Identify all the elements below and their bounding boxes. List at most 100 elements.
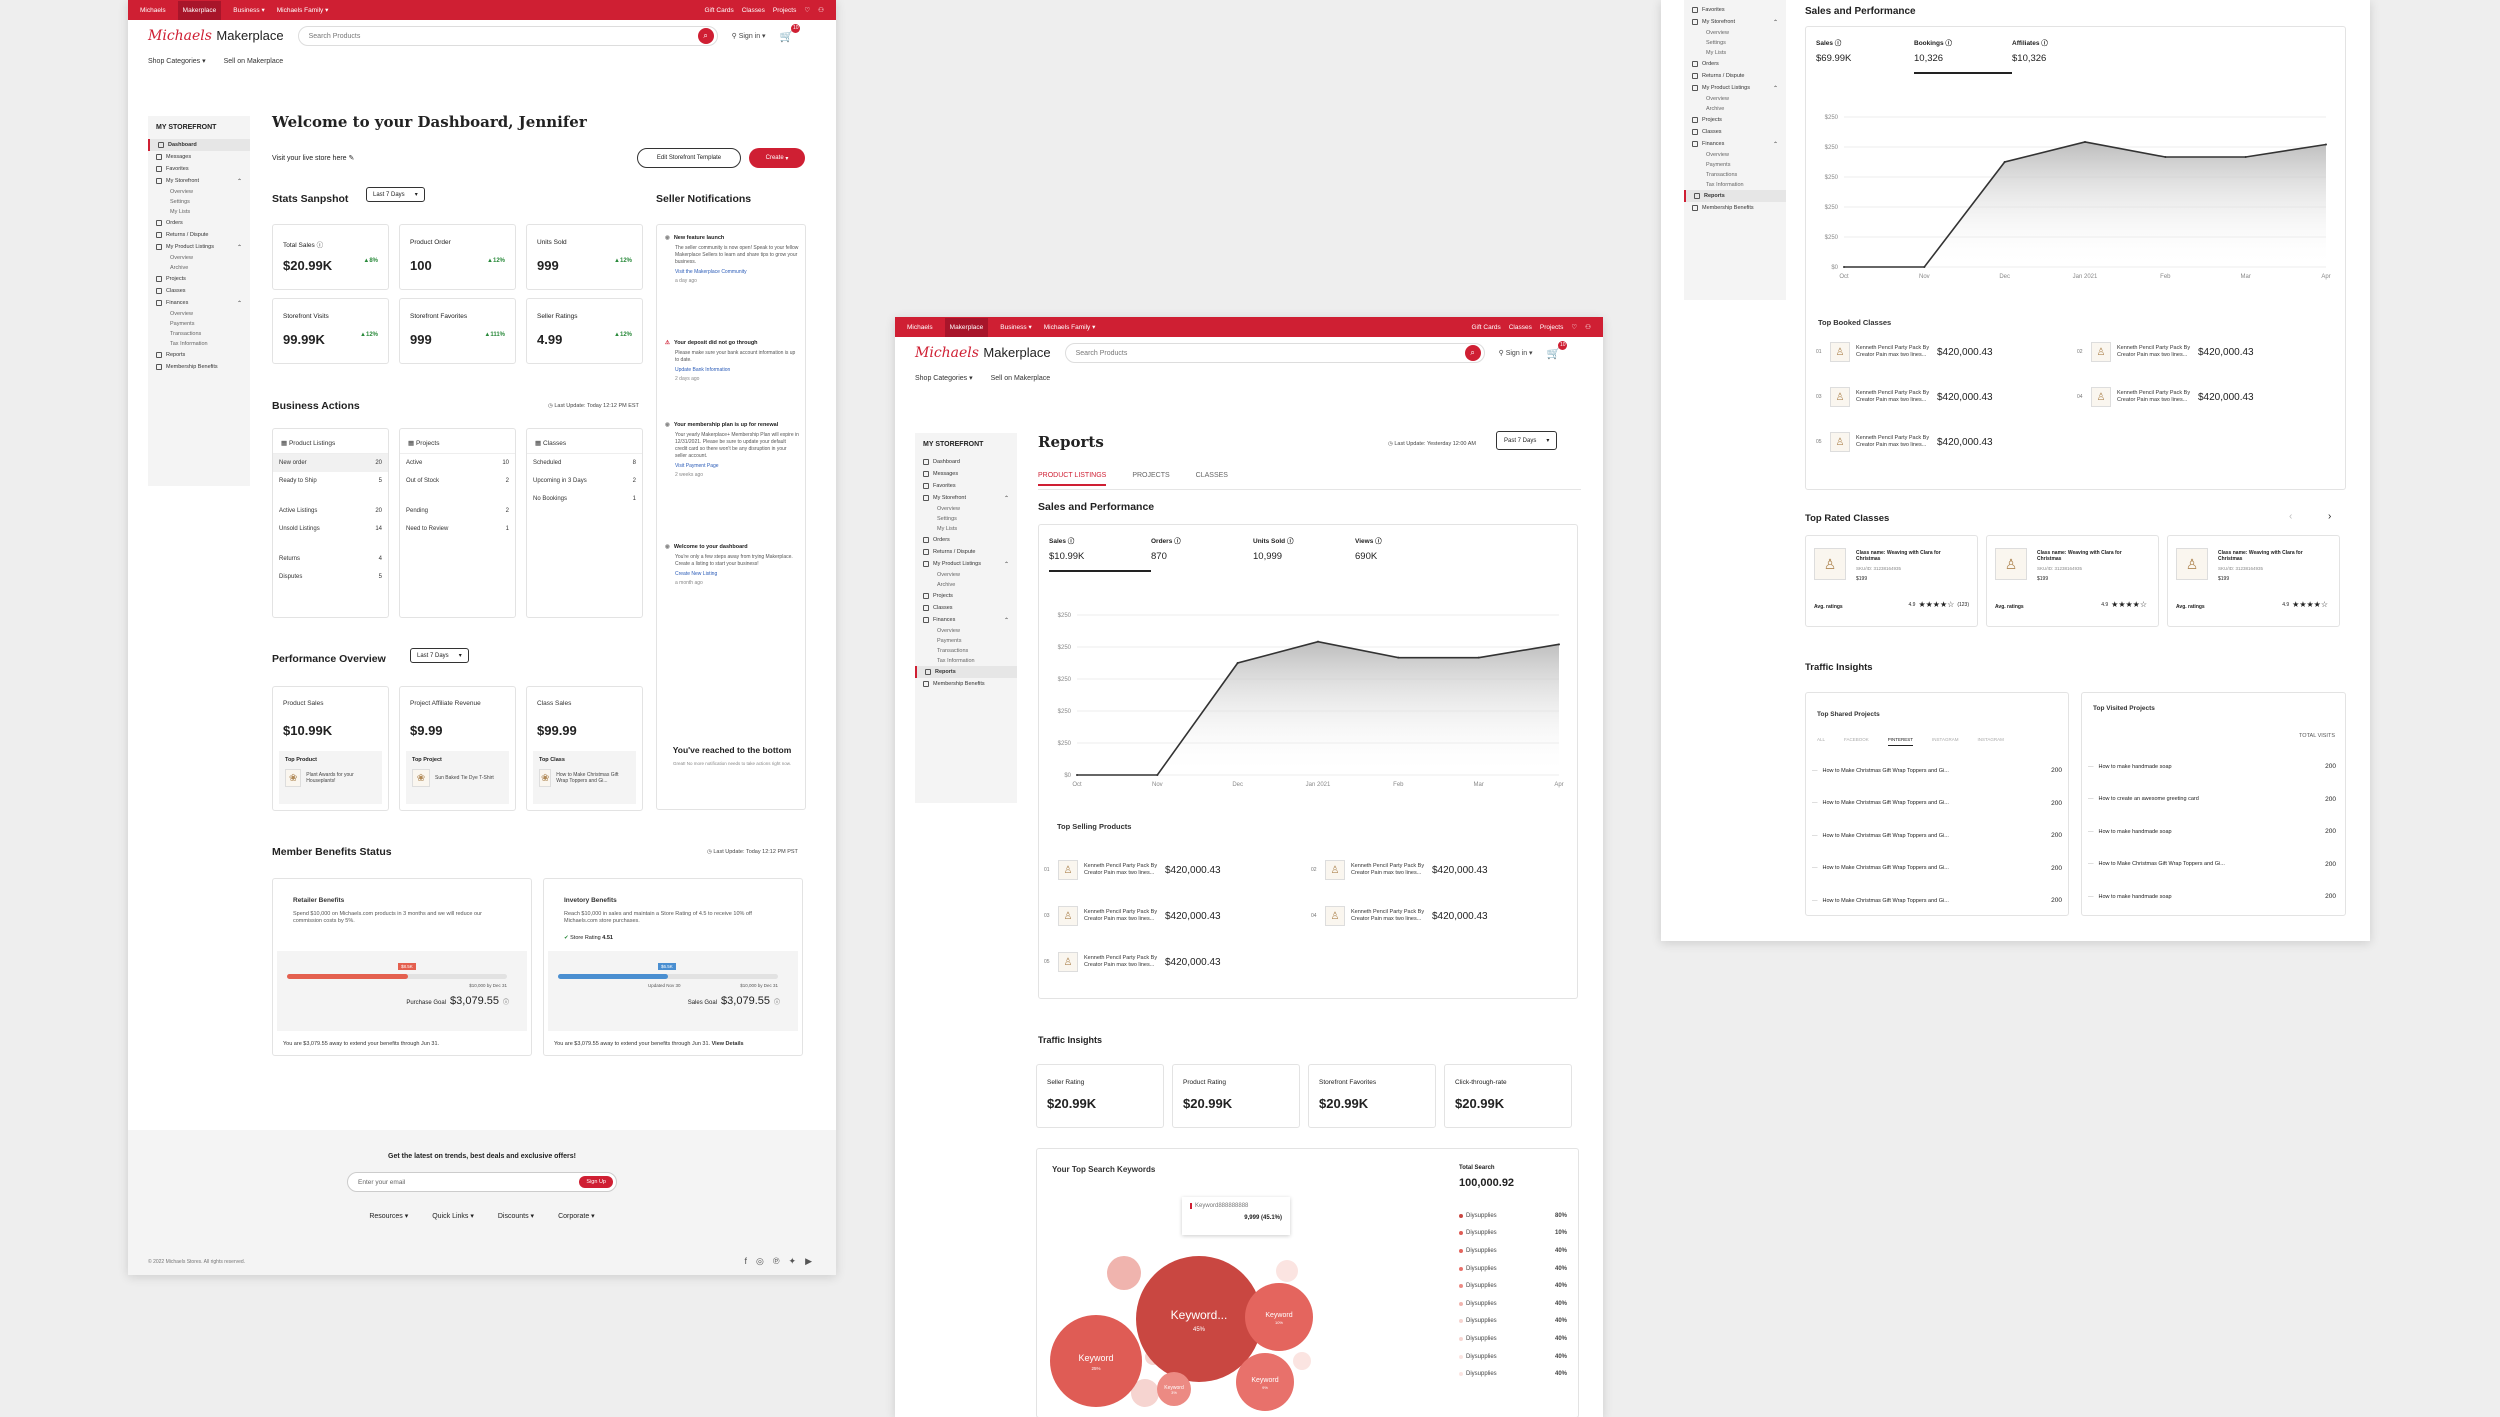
product-row[interactable]: 02 ♙ Kenneth Pencil Party Pack By Creator …	[1311, 860, 1488, 880]
notification-link[interactable]: Update Bank Information	[675, 367, 731, 373]
nav-michaels-family[interactable]: Michaels Family ▾	[276, 7, 329, 14]
keyword-list-item[interactable]: Diysupplies 40%	[1459, 1260, 1567, 1278]
metric-tab[interactable]: Units Sold ⓘ 10,999	[1253, 538, 1294, 562]
notification-item[interactable]: ◉ Welcome to your dashboard You're only a…	[665, 544, 799, 586]
visited-project-row[interactable]: — How to create an awesome greeting card 2…	[2088, 795, 2336, 803]
sign-in-button[interactable]: ⚲ Sign in ▾	[731, 33, 766, 40]
shared-tab-all[interactable]: ALL	[1817, 737, 1826, 742]
keyword-bubble-minor[interactable]	[1131, 1379, 1159, 1407]
data-point[interactable]	[2325, 143, 2327, 146]
nav-classes[interactable]: Classes	[741, 6, 765, 14]
business-action-row[interactable]: Scheduled 8	[533, 460, 636, 466]
business-action-row[interactable]: New order 20	[273, 454, 388, 472]
sidebar-item-returns-dispute[interactable]: Returns / Dispute	[1684, 70, 1786, 82]
facebook-icon[interactable]: f	[744, 1256, 748, 1266]
stat-card[interactable]: Storefront Favorites 999 ▲111%	[399, 298, 516, 364]
create-button[interactable]: Create ▾	[749, 148, 805, 168]
chevron-up-icon[interactable]: ⌃	[1772, 141, 1778, 148]
data-point[interactable]	[1843, 266, 1845, 268]
sidebar-item-reports[interactable]: Reports	[148, 349, 250, 361]
notification-item[interactable]: ◉ Your membership plan is up for renewal …	[665, 422, 799, 478]
data-point[interactable]	[2084, 141, 2086, 143]
business-action-row[interactable]: Returns 4	[279, 556, 382, 562]
makerplace-logo[interactable]: Michaels Makerplace	[915, 345, 1051, 361]
sidebar-item-my-storefront[interactable]: My Storefront ⌃	[915, 492, 1017, 504]
keyword-list-item[interactable]: Diysupplies 40%	[1459, 1348, 1567, 1366]
nav-gift-cards[interactable]: Gift Cards	[704, 6, 734, 14]
metric-tab[interactable]: Orders ⓘ 870	[1151, 538, 1181, 562]
product-row[interactable]: 01 ♙ Kenneth Pencil Party Pack By Creator …	[1044, 860, 1221, 880]
search-icon[interactable]: ⌕	[1464, 345, 1481, 361]
performance-range-dropdown[interactable]: Last 7 Days ▾	[410, 648, 469, 663]
sidebar-item-archive[interactable]: Archive	[1684, 104, 1786, 114]
pinterest-icon[interactable]: ℗	[772, 1256, 780, 1266]
keyword-bubble[interactable]	[1157, 1372, 1191, 1406]
chevron-up-icon[interactable]: ⌃	[236, 300, 242, 307]
keyword-list-item[interactable]: Diysupplies 40%	[1459, 1365, 1567, 1383]
notification-link[interactable]: Create New Listing	[675, 571, 718, 577]
newsletter-email-input[interactable]: Enter your email Sign Up	[347, 1172, 617, 1192]
class-row[interactable]: 04 ♙ Kenneth Pencil Party Pack By Creator …	[2077, 387, 2254, 407]
sidebar-item-my-product-listings[interactable]: My Product Listings ⌃	[915, 558, 1017, 570]
shop-categories-menu[interactable]: Shop Categories ▾	[915, 375, 973, 382]
sidebar-item-settings[interactable]: Settings	[915, 514, 1017, 524]
search-icon[interactable]: ⌕	[697, 28, 714, 44]
sidebar-item-tax-information[interactable]: Tax Information	[915, 656, 1017, 666]
sidebar-item-my-product-listings[interactable]: My Product Listings ⌃	[148, 241, 250, 253]
keyword-list-item[interactable]: Diysupplies 10%	[1459, 1225, 1567, 1243]
chevron-up-icon[interactable]: ⌃	[1003, 561, 1009, 568]
shared-project-row[interactable]: — How to Make Christmas Gift Wrap Toppers…	[1812, 799, 2062, 807]
sidebar-item-settings[interactable]: Settings	[1684, 38, 1786, 48]
performance-card[interactable]: Class Sales $99.99 Top Class ❀ How to Mak…	[526, 686, 643, 811]
keyword-list-item[interactable]: Diysupplies 40%	[1459, 1313, 1567, 1331]
data-point[interactable]	[1558, 643, 1560, 646]
sidebar-item-finances[interactable]: Finances ⌃	[148, 297, 250, 309]
chevron-up-icon[interactable]: ⌃	[1003, 617, 1009, 624]
sign-up-button[interactable]: Sign Up	[579, 1176, 613, 1188]
sidebar-item-projects[interactable]: Projects	[148, 273, 250, 285]
sidebar-item-projects[interactable]: Projects	[1684, 114, 1786, 126]
business-action-row[interactable]: Need to Review 1	[406, 526, 509, 532]
user-icon[interactable]: ⚇	[818, 7, 824, 14]
product-row[interactable]: 03 ♙ Kenneth Pencil Party Pack By Creator …	[1044, 906, 1221, 926]
keyword-bubble[interactable]	[1236, 1353, 1294, 1411]
business-action-row[interactable]: Ready to Ship 5	[279, 478, 382, 484]
search-input[interactable]: Search Products ⌕	[1064, 343, 1485, 363]
search-input[interactable]: Search Products ⌕	[297, 26, 718, 46]
visited-project-row[interactable]: — How to make handmade soap 200	[2088, 893, 2336, 900]
keyword-list-item[interactable]: Diysupplies 40%	[1459, 1277, 1567, 1295]
sidebar-item-payments[interactable]: Payments	[915, 636, 1017, 646]
cart-icon[interactable]: 🛒 10	[1546, 340, 1568, 360]
keyword-bubble-minor[interactable]	[1107, 1256, 1141, 1290]
sidebar-item-returns-dispute[interactable]: Returns / Dispute	[148, 229, 250, 241]
sidebar-item-my-lists[interactable]: My Lists	[1684, 48, 1786, 58]
keyword-list-item[interactable]: Diysupplies 80%	[1459, 1207, 1567, 1225]
sidebar-item-orders[interactable]: Orders	[1684, 58, 1786, 70]
sidebar-item-overview[interactable]: Overview	[148, 309, 250, 319]
rated-class-card[interactable]: ♙ Class name: Weaving with Clara for Chr…	[1986, 535, 2159, 627]
sidebar-item-returns-dispute[interactable]: Returns / Dispute	[915, 546, 1017, 558]
stat-card[interactable]: Product Order 100 ▲12%	[399, 224, 516, 290]
keyword-list-item[interactable]: Diysupplies 40%	[1459, 1295, 1567, 1313]
sidebar-item-favorites[interactable]: Favorites	[915, 480, 1017, 492]
metric-tab[interactable]: Affiliates ⓘ $10,326	[2012, 40, 2048, 64]
footer-quick-links[interactable]: Quick Links ▾	[432, 1213, 474, 1220]
stats-range-dropdown[interactable]: Last 7 Days ▾	[366, 187, 425, 202]
twitter-icon[interactable]: ✦	[788, 1256, 797, 1266]
sidebar-item-overview[interactable]: Overview	[148, 253, 250, 263]
heart-icon[interactable]: ♡	[804, 7, 811, 14]
tab-classes[interactable]: CLASSES	[1195, 472, 1228, 479]
sidebar-item-favorites[interactable]: Favorites	[148, 163, 250, 175]
sidebar-item-my-lists[interactable]: My Lists	[148, 207, 250, 217]
sidebar-item-projects[interactable]: Projects	[915, 590, 1017, 602]
metric-tab[interactable]: Sales ⓘ $10.99K	[1049, 535, 1151, 572]
nav-michaels[interactable]: Michaels	[907, 323, 933, 331]
notification-item[interactable]: ◉ New feature launch The seller community…	[665, 235, 799, 284]
shared-tab-instagram[interactable]: INSTAGRAM	[1977, 737, 2004, 742]
nav-michaels-family[interactable]: Michaels Family ▾	[1043, 324, 1096, 331]
rated-class-card[interactable]: ♙ Class name: Weaving with Clara for Chr…	[1805, 535, 1978, 627]
stat-card[interactable]: Units Sold 999 ▲12%	[526, 224, 643, 290]
sidebar-item-transactions[interactable]: Transactions	[1684, 170, 1786, 180]
heart-icon[interactable]: ♡	[1571, 324, 1578, 331]
class-row[interactable]: 01 ♙ Kenneth Pencil Party Pack By Creator …	[1816, 342, 1993, 362]
